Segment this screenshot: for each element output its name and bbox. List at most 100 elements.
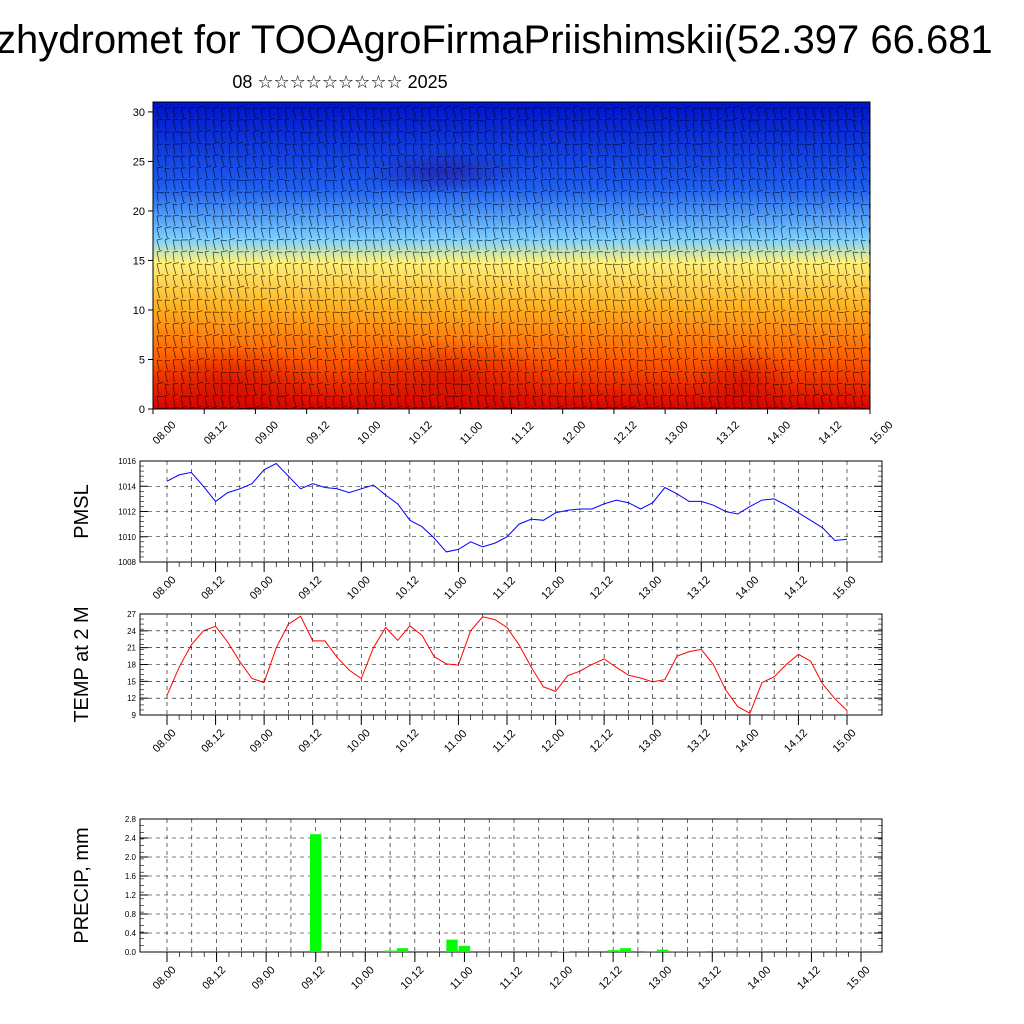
wind-barb <box>740 358 748 371</box>
wind-barb <box>460 287 466 299</box>
wind-barb <box>300 167 308 179</box>
wind-barb <box>804 238 810 251</box>
wind-barb <box>604 227 611 239</box>
wind-barb <box>836 155 843 167</box>
wind-barb <box>628 251 634 263</box>
wind-barb <box>284 334 293 347</box>
wind-barb <box>756 347 762 359</box>
wind-barb <box>772 383 780 395</box>
wind-barb <box>780 107 787 119</box>
wind-barb <box>452 370 460 383</box>
wind-barb <box>580 107 587 119</box>
wind-barb <box>596 262 603 275</box>
wind-barb <box>580 383 587 395</box>
wind-barb <box>244 250 250 263</box>
wind-barb <box>796 263 803 275</box>
wind-barb <box>172 322 180 335</box>
wind-barb <box>308 383 315 395</box>
wind-barb <box>660 155 668 167</box>
wind-barb <box>660 335 668 347</box>
wind-barb <box>788 179 794 191</box>
wind-barb <box>636 298 643 311</box>
wind-barb <box>172 383 179 395</box>
wind-barb <box>348 201 354 215</box>
wind-barb <box>476 371 483 383</box>
wind-barb <box>220 286 227 299</box>
wind-barb <box>508 298 517 311</box>
wind-barb <box>308 335 314 347</box>
wind-barb <box>628 226 636 239</box>
wind-barb <box>700 321 708 335</box>
wind-barb <box>820 370 828 383</box>
wind-barb <box>172 227 180 239</box>
wind-barb <box>372 177 380 191</box>
wind-barb <box>668 107 676 119</box>
wind-barb <box>572 214 580 227</box>
wind-barb <box>612 346 619 359</box>
wind-barb <box>700 359 707 371</box>
wind-barb <box>236 407 243 409</box>
wind-barb <box>316 227 323 239</box>
wind-barb <box>780 190 786 203</box>
wind-barb <box>540 309 547 323</box>
wind-barb <box>764 275 771 287</box>
wind-barb <box>700 143 709 155</box>
wind-barb <box>180 202 186 215</box>
wind-barb <box>204 107 211 119</box>
wind-barb <box>164 155 171 167</box>
wind-barb <box>596 107 602 119</box>
wind-barb <box>620 321 628 335</box>
wind-barb <box>756 227 762 239</box>
wind-barb <box>268 369 274 383</box>
wind-barb <box>428 143 434 155</box>
wind-barb <box>740 142 748 155</box>
wind-barb <box>636 383 642 395</box>
wind-barb <box>244 191 252 203</box>
wind-barb <box>596 285 603 299</box>
wind-barb <box>532 359 539 371</box>
wind-barb <box>180 131 188 143</box>
wind-barb <box>524 381 531 395</box>
wind-barb <box>436 406 442 409</box>
wind-barb <box>452 141 459 155</box>
wind-barb <box>516 263 522 275</box>
wind-barb <box>300 251 307 263</box>
wind-barb <box>484 347 492 359</box>
wind-barb <box>500 311 508 323</box>
wind-barb <box>620 371 626 383</box>
wind-barb <box>788 227 796 239</box>
wind-barb <box>212 215 220 227</box>
wind-barb <box>628 179 635 191</box>
wind-barb <box>764 371 771 383</box>
wind-barb <box>620 359 627 371</box>
wind-barb <box>468 395 474 407</box>
wind-barb <box>188 395 194 407</box>
wind-barb <box>516 143 523 155</box>
wind-barb <box>732 191 740 203</box>
x-tick-label: 13.12 <box>685 574 713 602</box>
wind-barb <box>404 191 412 203</box>
wind-barb <box>228 166 234 179</box>
wind-barb <box>764 191 770 203</box>
wind-barb <box>748 335 756 347</box>
wind-barb <box>452 226 460 239</box>
wind-barb <box>684 273 692 287</box>
wind-barb <box>708 371 714 383</box>
wind-barb <box>676 119 684 131</box>
wind-barb <box>324 335 332 347</box>
wind-barb <box>652 202 659 215</box>
wind-barb <box>604 322 610 335</box>
wind-barb <box>492 345 498 359</box>
wind-barb <box>660 309 668 323</box>
wind-barb <box>556 167 563 179</box>
wind-barb <box>364 395 372 407</box>
wind-barb <box>348 359 354 371</box>
wind-barb <box>612 275 620 287</box>
wind-barb <box>356 371 363 383</box>
wind-barb <box>612 250 618 263</box>
wind-barb <box>748 262 754 275</box>
wind-barb <box>460 407 468 409</box>
wind-barb <box>716 215 724 227</box>
wind-barb <box>228 346 236 359</box>
wind-barb <box>260 167 268 179</box>
